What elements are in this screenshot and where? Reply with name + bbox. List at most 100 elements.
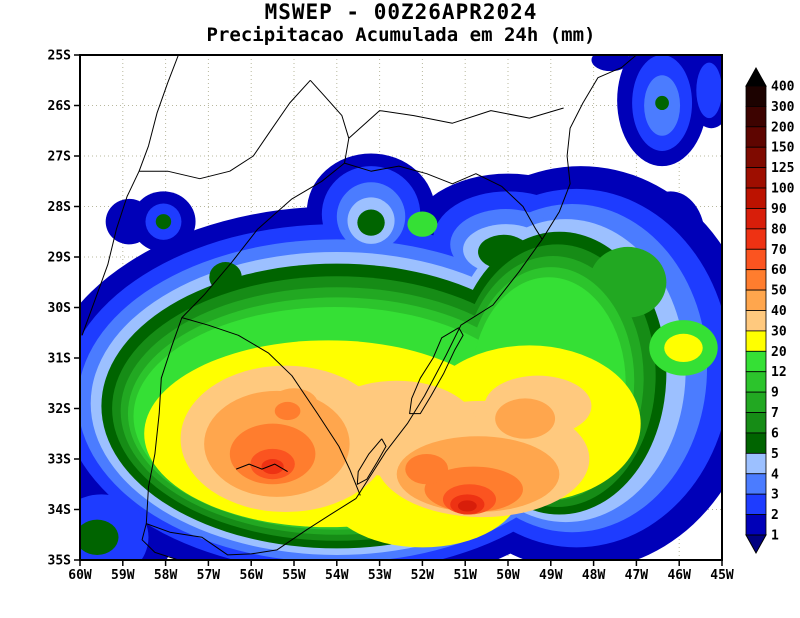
lat-tick-label: 29S [48,251,72,266]
lat-tick-label: 26S [48,99,72,114]
colorbar-value-label: 300 [771,100,795,115]
map-title: MSWEP - 00Z26APR2024 [264,0,538,24]
border-line [138,55,179,172]
colorbar-value-label: 150 [771,141,795,156]
colorbar-value-label: 12 [771,365,787,380]
precip-region-ge-5mm [357,209,385,236]
colorbar-value-label: 20 [771,345,787,360]
precip-region-ge-40mm [495,398,556,439]
colorbar-band [745,310,767,332]
lat-tick-label: 28S [48,200,72,215]
border-line [81,79,311,336]
colorbar-band [745,493,767,515]
country-state-borders [81,55,637,560]
colorbar-value-label: 4 [771,467,779,482]
map-subtitle: Precipitacao Acumulada em 24h (mm) [206,24,596,46]
border-line [356,438,387,485]
colorbar-value-label: 60 [771,263,787,278]
precip-region-ge-2mm [696,62,722,119]
precip-region-ge-5mm [655,95,669,111]
colorbar-band [745,106,767,128]
colorbar-band [745,85,767,107]
colorbar-value-label: 125 [771,161,794,176]
precip-region-ge-50mm [405,453,449,485]
colorbar-arrow-bottom [745,534,767,555]
lon-tick-label: 58W [154,568,178,583]
colorbar-value-label: 1 [771,529,779,544]
colorbar-value-label: 80 [771,222,787,237]
colorbar-value-label: 200 [771,120,795,135]
colorbar-value-label: 5 [771,447,779,462]
lon-tick-label: 56W [239,568,263,583]
colorbar-band [745,146,767,169]
colorbar-band [745,514,767,536]
colorbar-value-label: 3 [771,488,779,503]
border-line [181,317,361,496]
precip-region-ge-12mm [407,211,438,237]
colorbar-value-label: 100 [771,182,795,197]
precip-region-ge-50mm [274,401,301,421]
lat-tick-label: 34S [48,503,72,518]
lon-tick-label: 48W [582,568,606,583]
colorbar-band [745,473,767,495]
lon-tick-label: 59W [111,568,135,583]
lat-tick-label: 25S [48,49,72,64]
border-line [146,55,637,556]
precip-region-ge-20mm [664,333,703,363]
precip-region-ge-5mm [155,214,172,230]
colorbar-value-label: 30 [771,324,787,339]
lon-tick-label: 52W [411,568,435,583]
colorbar-value-label: 70 [771,243,787,258]
colorbar-band [745,289,767,311]
colorbar-band [745,248,767,271]
lon-tick-label: 55W [282,568,306,583]
precipitation-field [80,55,722,560]
precip-region-ge-5mm [80,519,119,555]
border-line [181,162,345,318]
colorbar-band [745,330,767,352]
colorbar-arrow-top [745,66,767,87]
precip-region-ge-5mm [209,262,242,293]
colorbar-band [745,371,767,393]
colorbar-value-label: 2 [771,508,779,523]
lon-tick-label: 53W [368,568,392,583]
lon-tick-label: 54W [325,568,349,583]
colorbar-value-label: 9 [771,386,779,401]
colorbar-value-label: 7 [771,406,779,421]
border-line [344,162,543,240]
border-line [409,327,464,415]
lon-tick-label: 45W [710,568,734,583]
colorbar-value-label: 50 [771,284,787,299]
border-line [309,79,350,164]
lon-tick-label: 47W [625,568,649,583]
border-line [348,107,564,139]
colorbar-value-label: 6 [771,426,779,441]
colorbar: 4003002001501251009080706050403020129765… [745,66,795,555]
lon-tick-label: 51W [453,568,477,583]
lon-tick-label: 49W [539,568,563,583]
colorbar-band [745,126,767,148]
colorbar-band [745,167,767,189]
lat-tick-label: 31S [48,352,72,367]
colorbar-band [745,187,767,209]
lat-tick-label: 35S [48,554,72,569]
colorbar-value-label: 40 [771,304,787,319]
border-line [236,463,288,473]
lon-tick-label: 46W [667,568,691,583]
lon-tick-label: 50W [496,568,520,583]
colorbar-band [745,269,767,291]
colorbar-band [745,432,767,454]
colorbar-band [745,208,767,230]
lat-tick-label: 33S [48,453,72,468]
colorbar-value-label: 400 [771,80,795,95]
precip-region-ge-80mm [457,500,477,512]
colorbar-band [745,350,767,373]
precip-region-ge-70mm [261,459,284,475]
lon-tick-label: 60W [68,568,92,583]
colorbar-value-label: 90 [771,202,787,217]
lat-tick-label: 27S [48,150,72,165]
lat-tick-label: 30S [48,301,72,316]
